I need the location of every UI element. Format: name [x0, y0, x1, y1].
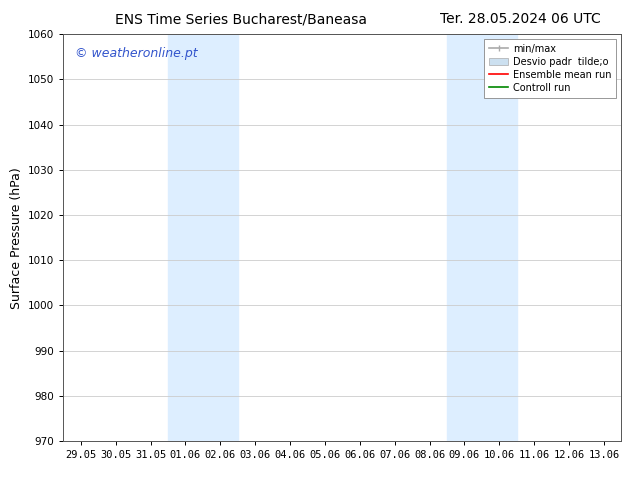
Text: Ter. 28.05.2024 06 UTC: Ter. 28.05.2024 06 UTC	[439, 12, 600, 26]
Bar	[168, 34, 238, 441]
Legend: min/max, Desvio padr  tilde;o, Ensemble mean run, Controll run: min/max, Desvio padr tilde;o, Ensemble m…	[484, 39, 616, 98]
Y-axis label: Surface Pressure (hPa): Surface Pressure (hPa)	[10, 167, 23, 309]
Text: ENS Time Series Bucharest/Baneasa: ENS Time Series Bucharest/Baneasa	[115, 12, 367, 26]
Bar	[447, 34, 517, 441]
Text: © weatheronline.pt: © weatheronline.pt	[75, 47, 197, 59]
